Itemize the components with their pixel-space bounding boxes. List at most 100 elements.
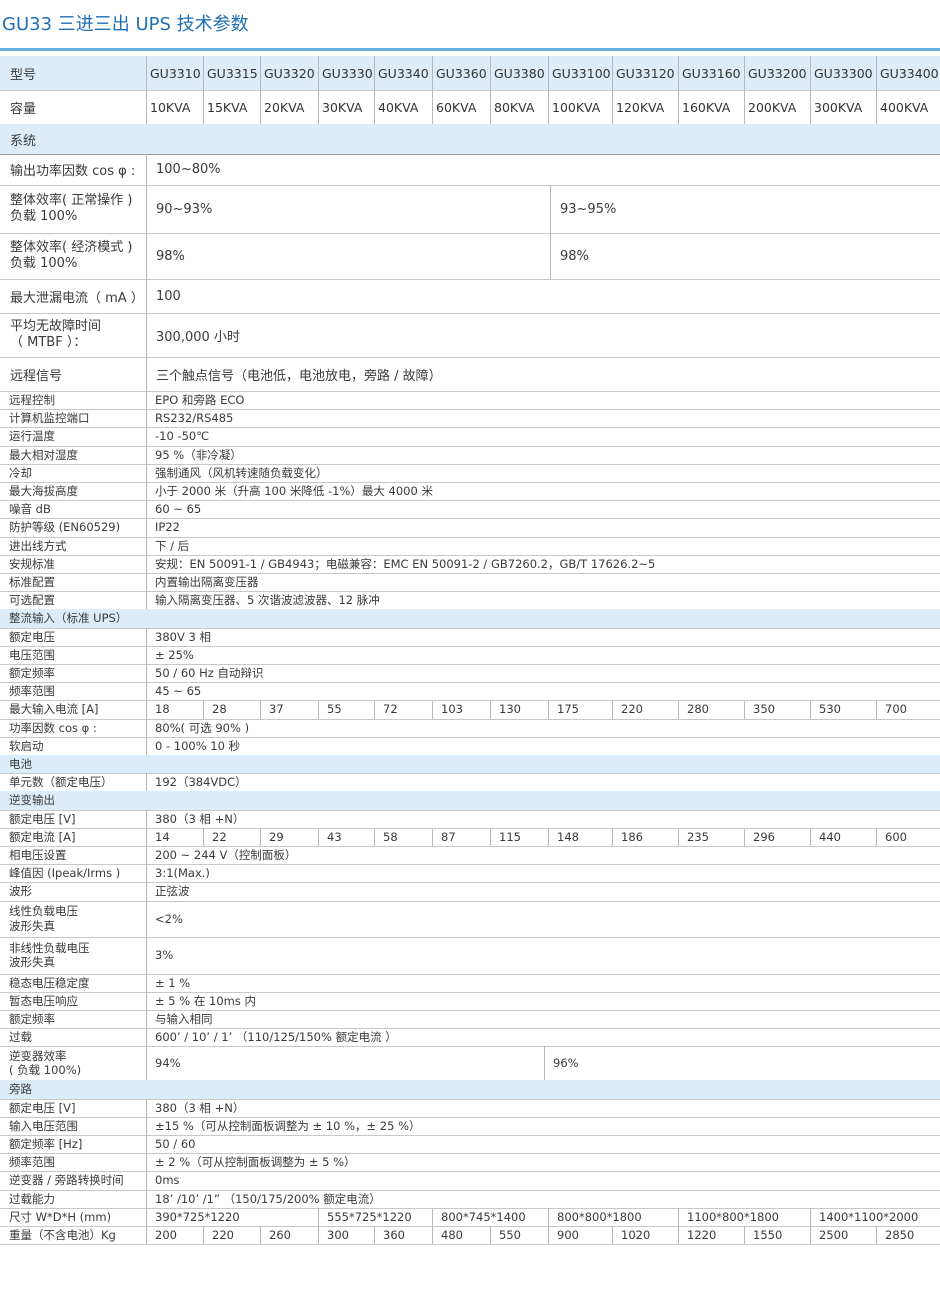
row-divider xyxy=(0,937,940,939)
row-divider xyxy=(0,809,940,811)
param-value: 192（384VDC） xyxy=(155,775,247,790)
column-divider xyxy=(432,700,433,719)
param-value: ± 1 % xyxy=(155,975,191,990)
column-divider xyxy=(146,991,147,1010)
param-label: 额定电流 [A] xyxy=(9,829,76,844)
efficiency-normal-label: 整体效率( 正常操作 ) 负载 100% xyxy=(10,192,133,224)
row-divider xyxy=(0,736,940,738)
column-divider xyxy=(490,90,491,124)
row-divider xyxy=(0,482,940,483)
column-divider xyxy=(203,700,204,719)
param-value: 内置输出隔离变压器 xyxy=(155,575,259,590)
column-divider xyxy=(146,1010,147,1029)
column-divider xyxy=(260,1226,261,1245)
model-value: 115 xyxy=(499,829,521,844)
dimension-value: 390*725*1220 xyxy=(155,1209,240,1224)
row-divider xyxy=(0,991,940,993)
column-divider xyxy=(876,827,877,846)
capacity-value: 400KVA xyxy=(880,99,929,115)
model-name: GU33400 xyxy=(880,65,939,81)
column-divider xyxy=(146,463,147,482)
column-divider xyxy=(146,773,147,792)
column-divider xyxy=(548,700,549,719)
row-divider xyxy=(0,682,940,684)
model-value: 130 xyxy=(499,702,521,717)
capacity-value: 100KVA xyxy=(552,99,601,115)
param-label: 额定频率 xyxy=(9,1012,55,1027)
row-divider xyxy=(0,463,940,465)
capacity-value: 60KVA xyxy=(436,99,477,115)
column-divider xyxy=(146,279,147,313)
param-value-b: 96% xyxy=(553,1056,579,1071)
model-value: 186 xyxy=(621,829,643,844)
row-divider xyxy=(0,185,940,186)
column-divider xyxy=(260,827,261,846)
column-divider xyxy=(146,500,147,519)
row-divider xyxy=(0,846,940,847)
row-divider xyxy=(0,357,940,358)
model-value: 175 xyxy=(557,702,579,717)
param-value: 3% xyxy=(155,948,174,963)
model-name: GU3330 xyxy=(322,65,373,81)
column-divider xyxy=(432,827,433,846)
param-label: 逆变器 / 旁路转换时间 xyxy=(9,1173,124,1188)
row-divider xyxy=(0,1046,940,1048)
model-value: 103 xyxy=(441,702,463,717)
param-label: 冷却 xyxy=(9,465,32,480)
param-label: 标准配置 xyxy=(9,575,55,590)
row-divider xyxy=(0,1028,940,1030)
param-value: ± 2 %（可从控制面板调整为 ± 5 %） xyxy=(155,1155,356,1170)
param-value: 95 %（非冷凝） xyxy=(155,447,242,462)
row-divider xyxy=(0,973,940,975)
page-title: GU33 三进三出 UPS 技术参数 xyxy=(2,14,249,35)
model-value: 1220 xyxy=(687,1228,717,1243)
row-divider xyxy=(0,313,940,314)
model-name: GU3320 xyxy=(264,65,315,81)
param-value: 380V 3 相 xyxy=(155,629,211,644)
column-divider xyxy=(146,1046,147,1081)
column-divider xyxy=(146,1207,147,1226)
dimension-value: 1100*800*1800 xyxy=(687,1209,779,1224)
column-divider xyxy=(612,827,613,846)
row-divider xyxy=(0,445,940,447)
column-divider xyxy=(146,645,147,664)
param-label: 进出线方式 xyxy=(9,538,67,553)
column-divider xyxy=(146,664,147,683)
row-divider xyxy=(0,1207,940,1209)
column-divider xyxy=(146,1226,147,1245)
row-divider xyxy=(0,664,940,665)
column-divider xyxy=(548,1226,549,1245)
model-value: 28 xyxy=(212,702,227,717)
model-value: 55 xyxy=(327,702,342,717)
power-factor-label: 输出功率因数 cos φ : xyxy=(10,164,136,179)
model-value: 440 xyxy=(819,829,841,844)
param-value: 3:1(Max.) xyxy=(155,866,210,881)
row-divider xyxy=(0,627,940,629)
model-value: 296 xyxy=(753,829,775,844)
column-divider xyxy=(146,1153,147,1172)
param-label: 重量（不含电池）Kg xyxy=(9,1228,116,1243)
column-divider xyxy=(318,90,319,124)
row-divider xyxy=(0,233,940,234)
capacity-value: 40KVA xyxy=(378,99,419,115)
model-value: 220 xyxy=(621,702,643,717)
leakage-current-value: 100 xyxy=(156,288,181,304)
column-divider xyxy=(744,700,745,719)
column-divider xyxy=(146,718,147,737)
column-divider xyxy=(146,1171,147,1190)
column-divider xyxy=(612,1226,613,1245)
column-divider xyxy=(678,1207,679,1226)
column-divider xyxy=(548,56,549,90)
row-divider xyxy=(0,591,940,593)
column-divider xyxy=(203,827,204,846)
column-divider xyxy=(146,627,147,646)
section-header: 旁路 xyxy=(0,1080,940,1099)
column-divider xyxy=(146,445,147,464)
param-label: 逆变器效率 ( 负载 100%) xyxy=(9,1049,82,1078)
row-divider xyxy=(0,1116,940,1118)
column-divider xyxy=(490,827,491,846)
model-label: 型号 xyxy=(10,67,37,83)
column-divider xyxy=(876,56,877,90)
model-value: 530 xyxy=(819,702,841,717)
param-label: 线性负载电压 波形失真 xyxy=(9,904,78,933)
